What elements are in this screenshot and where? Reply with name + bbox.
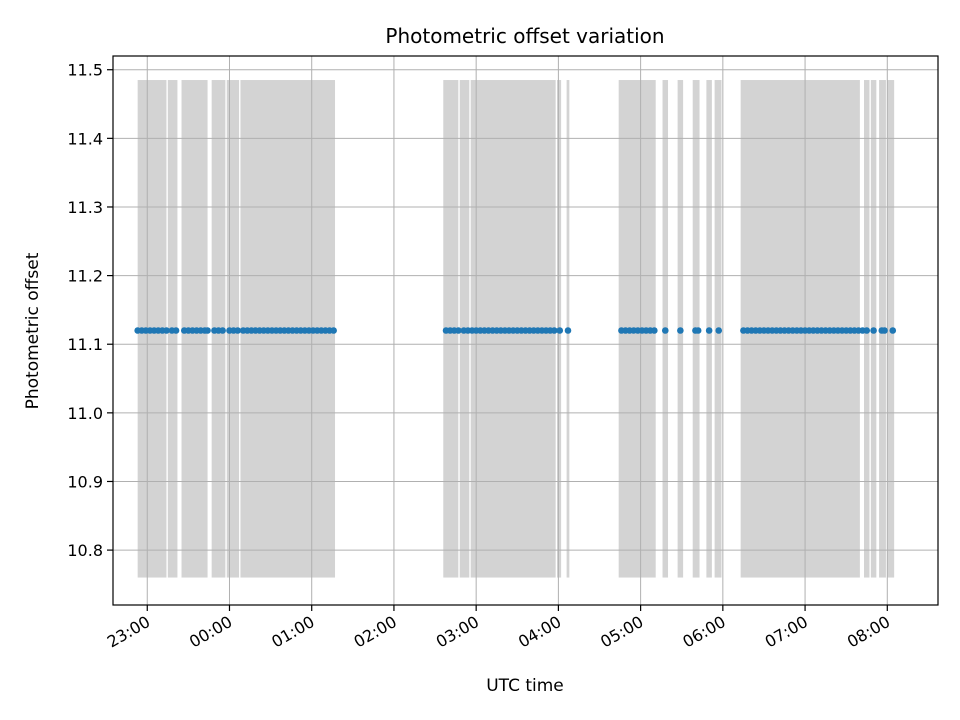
data-point-0-84: [661, 327, 669, 334]
data-point-0-88: [705, 327, 713, 334]
x-axis-ticks: 23:00 00:00 01:00 02:00 03:00 04:00 05:00 06:00…: [104, 605, 893, 652]
data-point-0-120: [863, 327, 871, 334]
data-point-0-19: [219, 327, 226, 334]
data-point-0-72: [550, 327, 558, 334]
x-tick-label-7: 06:00: [679, 612, 728, 652]
x-tick-label-3: 02:00: [351, 612, 400, 652]
data-point-0-123: [881, 327, 888, 334]
data-point-0-73: [556, 327, 564, 334]
data-points: [134, 327, 897, 334]
x-tick-label-5: 04:00: [515, 612, 564, 652]
data-point-0-45: [330, 327, 337, 334]
data-point-0-74: [564, 327, 572, 334]
x-tick-label-2: 01:00: [268, 612, 317, 652]
x-tick-label-9: 08:00: [844, 612, 893, 652]
data-point-0-85: [677, 327, 684, 334]
y-tick-label-6: 11.4: [67, 129, 103, 148]
x-tick-label-8: 07:00: [762, 612, 811, 652]
y-axis-ticks: 10.8 10.9 11.0 11.1 11.2 11.3 11.4 11.5: [67, 61, 113, 560]
y-tick-label-0: 10.8: [67, 541, 103, 560]
chart-title: Photometric offset variation: [385, 24, 664, 48]
data-point-0-83: [651, 327, 658, 334]
data-point-0-124: [889, 327, 897, 334]
x-tick-label-6: 05:00: [597, 612, 646, 652]
data-point-0-22: [234, 327, 242, 334]
y-tick-label-1: 10.9: [67, 472, 103, 491]
data-point-0-16: [204, 327, 211, 334]
y-tick-label-5: 11.3: [67, 198, 103, 217]
x-tick-label-4: 03:00: [433, 612, 482, 652]
x-tick-label-1: 00:00: [186, 612, 235, 652]
data-point-0-89: [715, 327, 723, 334]
data-point-0-121: [870, 327, 877, 334]
y-tick-label-7: 11.5: [67, 61, 103, 80]
y-tick-label-3: 11.1: [67, 335, 103, 354]
data-point-0-49: [455, 327, 462, 334]
data-point-0-7: [163, 327, 170, 334]
plot-frame: [112, 55, 939, 606]
x-axis-title: UTC time: [486, 676, 564, 696]
y-axis-title: Photometric offset: [23, 252, 43, 409]
y-tick-label-2: 11.0: [67, 404, 103, 423]
x-tick-label-0: 23:00: [104, 612, 153, 652]
data-point-0-9: [172, 327, 180, 334]
data-point-0-87: [694, 327, 702, 334]
y-tick-label-4: 11.2: [67, 267, 103, 286]
